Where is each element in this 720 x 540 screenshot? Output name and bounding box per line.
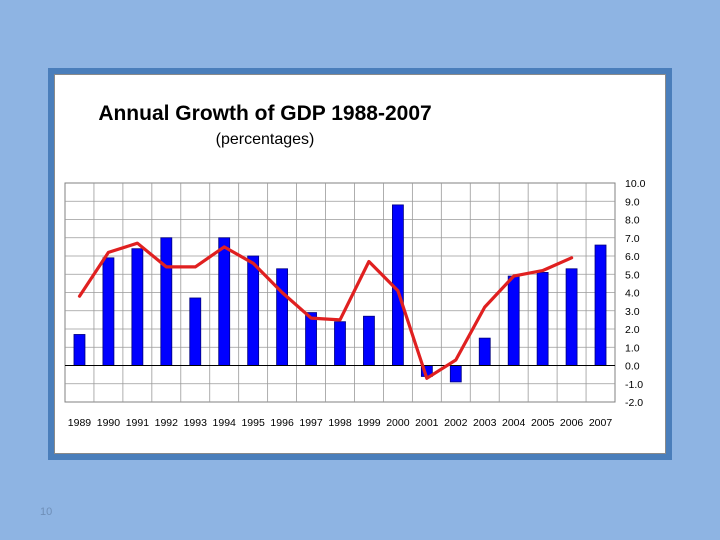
bar-2007 [594, 244, 607, 366]
bar-1993 [189, 297, 202, 366]
plot-area: 10.0 9.0 8.0 7.0 6.0 5.0 4.0 3.0 2.0 1.0 0.0 -1.0 -2… [64, 178, 646, 429]
y-tick-label: 0.0 [625, 361, 640, 373]
y-tick-label: 3.0 [625, 306, 640, 318]
bar-1999 [363, 315, 375, 366]
chart-panel: Annual Growth of GDP 1988-2007 (percenta… [54, 74, 666, 454]
x-tick-label: 1999 [357, 417, 381, 429]
y-tick-label: 7.0 [625, 233, 640, 245]
x-tick-label: 1998 [328, 417, 352, 429]
bar-1989 [73, 334, 86, 366]
bar-1990 [102, 257, 115, 366]
y-tick-label: -1.0 [625, 379, 643, 391]
bar-2006 [565, 268, 578, 366]
bar-1998 [334, 321, 346, 366]
growth-line-series [77, 241, 574, 380]
bar-1997 [305, 312, 317, 366]
bar-2004 [507, 275, 520, 366]
bar-1995 [247, 255, 260, 366]
x-tick-label: 1995 [241, 417, 265, 429]
x-tick-label: 2003 [473, 417, 497, 429]
x-tick-label: 2002 [444, 417, 468, 429]
y-tick-label: 1.0 [625, 342, 640, 354]
x-tick-label: 1997 [299, 417, 323, 429]
y-tick-label: 9.0 [625, 196, 640, 208]
x-tick-label: 1992 [155, 417, 179, 429]
y-tick-label: 2.0 [625, 324, 640, 336]
y-tick-label: 10.0 [625, 178, 646, 190]
y-tick-label: 8.0 [625, 215, 640, 227]
y-tick-label: -2.0 [625, 397, 643, 409]
x-tick-label: 2005 [531, 417, 555, 429]
bar-2002 [449, 365, 462, 383]
x-tick-label: 2006 [560, 417, 584, 429]
bar-1991 [131, 248, 144, 366]
x-tick-label: 2007 [589, 417, 613, 429]
x-tick-label: 1994 [213, 417, 237, 429]
x-tick-label: 1989 [68, 417, 92, 429]
x-tick-label: 1991 [126, 417, 150, 429]
chart-subtitle: (percentages) [216, 131, 315, 148]
bar-1994 [218, 237, 231, 366]
y-tick-label: 5.0 [625, 269, 640, 281]
chart-frame: Annual Growth of GDP 1988-2007 (percenta… [48, 68, 672, 460]
y-tick-label: 4.0 [625, 288, 640, 300]
x-tick-label: 2004 [502, 417, 526, 429]
bar-1992 [160, 237, 173, 366]
bar-2003 [478, 337, 491, 366]
x-tick-label: 1990 [97, 417, 121, 429]
x-tick-label: 2001 [415, 417, 439, 429]
x-tick-label: 1996 [270, 417, 294, 429]
slide-number: 10 [40, 506, 53, 518]
y-tick-label: 6.0 [625, 251, 640, 263]
x-tick-label: 1993 [184, 417, 208, 429]
gdp-chart: Annual Growth of GDP 1988-2007 (percenta… [64, 102, 646, 429]
bar-1996 [276, 268, 289, 366]
x-tick-label: 2000 [386, 417, 410, 429]
bar-2005 [536, 272, 549, 366]
chart-title: Annual Growth of GDP 1988-2007 [98, 102, 431, 125]
